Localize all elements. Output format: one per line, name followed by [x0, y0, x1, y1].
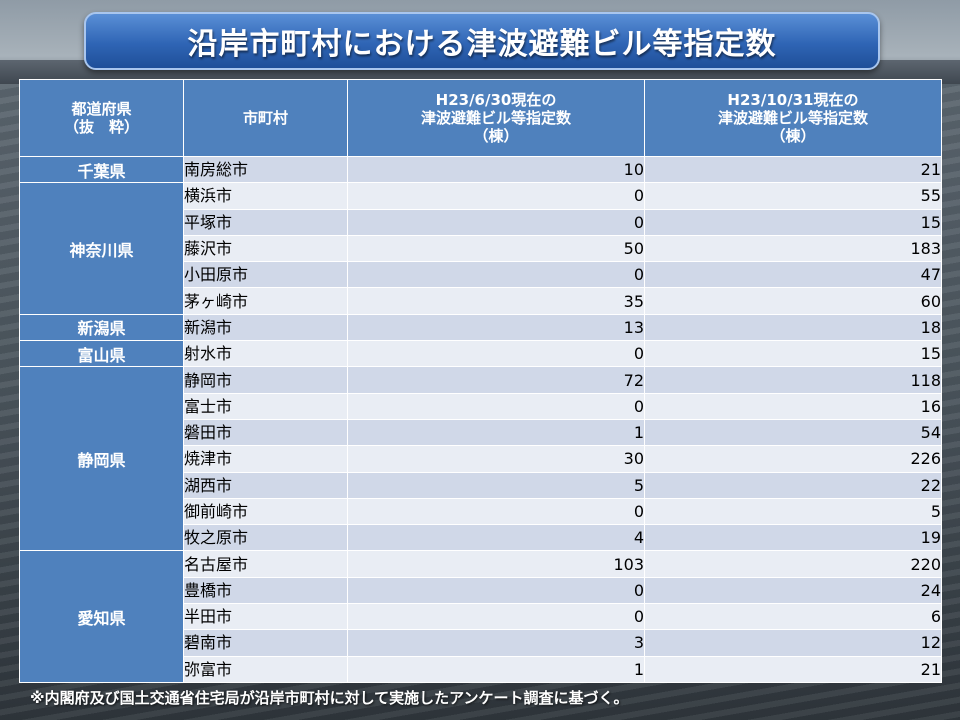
count-2011-10-cell: 5: [644, 497, 942, 526]
prefecture-cell: 千葉県: [19, 155, 184, 184]
count-2011-10-cell: 226: [644, 445, 942, 473]
slide-title-banner: 沿岸市町村における津波避難ビル等指定数: [84, 12, 880, 70]
table-row: 神奈川県 横浜市 0 55: [19, 182, 942, 315]
prefecture-cell: 静岡県: [19, 366, 184, 552]
slide-title: 沿岸市町村における津波避難ビル等指定数: [187, 27, 777, 62]
count-2011-06-cell: 30: [347, 445, 645, 473]
municipality-cell: 御前崎市: [183, 497, 348, 526]
count-2011-10-cell: 21: [644, 155, 942, 184]
count-2011-10-cell: 220: [644, 550, 942, 578]
municipality-cell: 横浜市: [183, 182, 348, 210]
table-row: 藤沢市 50 183: [20, 234, 942, 263]
table-header-row: 都道府県 （抜 粋） 市町村 H23/6/30現在の 津波避難ビル等指定数 （棟…: [19, 79, 942, 157]
count-2011-10-cell: 118: [644, 366, 942, 394]
municipality-cell: 焼津市: [183, 445, 348, 473]
count-2011-06-cell: 1: [347, 418, 645, 447]
header-prefecture: 都道府県 （抜 粋）: [19, 79, 184, 157]
municipality-cell: 茅ヶ崎市: [183, 287, 348, 315]
count-2011-10-cell: 18: [644, 313, 942, 342]
municipality-cell: 平塚市: [183, 208, 348, 236]
count-2011-10-cell: 47: [644, 261, 942, 289]
table-row: 新潟県 新潟市 13 18: [19, 313, 942, 342]
count-2011-06-cell: 0: [347, 208, 645, 236]
table-body: 千葉県 南房総市 10 21 神奈川県 横浜市 0 55 平塚市 0 15 藤沢市 50 183 小田原市 0…: [19, 155, 942, 683]
municipality-cell: 碧南市: [183, 629, 348, 657]
table-row: 静岡県 静岡市 72 118: [19, 366, 942, 552]
count-2011-06-cell: 0: [347, 340, 645, 368]
municipality-cell: 豊橋市: [183, 576, 348, 605]
municipality-cell: 射水市: [183, 340, 348, 368]
count-2011-06-cell: 10: [347, 155, 645, 184]
count-2011-10-cell: 183: [644, 234, 942, 263]
count-2011-10-cell: 54: [644, 418, 942, 447]
count-2011-10-cell: 22: [644, 471, 942, 499]
header-municipality: 市町村: [183, 79, 348, 157]
municipality-cell: 磐田市: [183, 418, 348, 447]
count-2011-10-cell: 12: [644, 629, 942, 657]
table-row: 千葉県 南房総市 10 21: [19, 155, 942, 184]
count-2011-06-cell: 35: [347, 287, 645, 315]
count-2011-06-cell: 0: [347, 392, 645, 420]
count-2011-06-cell: 13: [347, 313, 645, 342]
count-2011-06-cell: 103: [347, 550, 645, 578]
municipality-cell: 藤沢市: [183, 234, 348, 263]
count-2011-06-cell: 1: [347, 655, 645, 683]
count-2011-10-cell: 16: [644, 392, 942, 420]
table-row: 弥富市 1 21: [20, 655, 942, 683]
municipality-cell: 新潟市: [183, 313, 348, 342]
table-row: 富士市 0 16: [20, 392, 942, 420]
prefecture-cell: 神奈川県: [19, 182, 184, 315]
table-row: 平塚市 0 15: [20, 208, 942, 236]
tsunami-building-table: 都道府県 （抜 粋） 市町村 H23/6/30現在の 津波避難ビル等指定数 （棟…: [19, 79, 942, 683]
prefecture-cell: 愛知県: [19, 550, 184, 683]
count-2011-06-cell: 0: [347, 603, 645, 631]
header-count-2011-06: H23/6/30現在の 津波避難ビル等指定数 （棟）: [347, 79, 645, 157]
table-row: 磐田市 1 54: [20, 418, 942, 447]
count-2011-06-cell: 72: [347, 366, 645, 394]
count-2011-06-cell: 0: [347, 261, 645, 289]
prefecture-cell: 富山県: [19, 340, 184, 368]
count-2011-10-cell: 21: [644, 655, 942, 683]
count-2011-06-cell: 5: [347, 471, 645, 499]
count-2011-06-cell: 0: [347, 497, 645, 526]
count-2011-10-cell: 19: [644, 524, 942, 552]
municipality-cell: 小田原市: [183, 261, 348, 289]
municipality-cell: 富士市: [183, 392, 348, 420]
municipality-cell: 半田市: [183, 603, 348, 631]
table-row: 茅ヶ崎市 35 60: [20, 287, 942, 315]
table-row: 牧之原市 4 19: [20, 524, 942, 552]
count-2011-10-cell: 15: [644, 340, 942, 368]
table-row: 富山県 射水市 0 15: [19, 340, 942, 368]
municipality-cell: 牧之原市: [183, 524, 348, 552]
footnote: ※内閣府及び国土交通省住宅局が沿岸市町村に対して実施したアンケート調査に基づく。: [30, 689, 629, 707]
table-row: 愛知県 名古屋市 103 220: [19, 550, 942, 683]
municipality-cell: 名古屋市: [183, 550, 348, 578]
table-row: 御前崎市 0 5: [20, 497, 942, 526]
count-2011-06-cell: 0: [347, 182, 645, 210]
count-2011-10-cell: 15: [644, 208, 942, 236]
count-2011-10-cell: 6: [644, 603, 942, 631]
municipality-cell: 南房総市: [183, 155, 348, 184]
header-count-2011-10: H23/10/31現在の 津波避難ビル等指定数 （棟）: [644, 79, 942, 157]
municipality-cell: 湖西市: [183, 471, 348, 499]
count-2011-10-cell: 60: [644, 287, 942, 315]
municipality-cell: 静岡市: [183, 366, 348, 394]
table-row: 半田市 0 6: [20, 603, 942, 631]
count-2011-06-cell: 3: [347, 629, 645, 657]
count-2011-06-cell: 0: [347, 576, 645, 605]
municipality-cell: 弥富市: [183, 655, 348, 683]
prefecture-cell: 新潟県: [19, 313, 184, 342]
count-2011-10-cell: 55: [644, 182, 942, 210]
count-2011-06-cell: 50: [347, 234, 645, 263]
count-2011-10-cell: 24: [644, 576, 942, 605]
count-2011-06-cell: 4: [347, 524, 645, 552]
